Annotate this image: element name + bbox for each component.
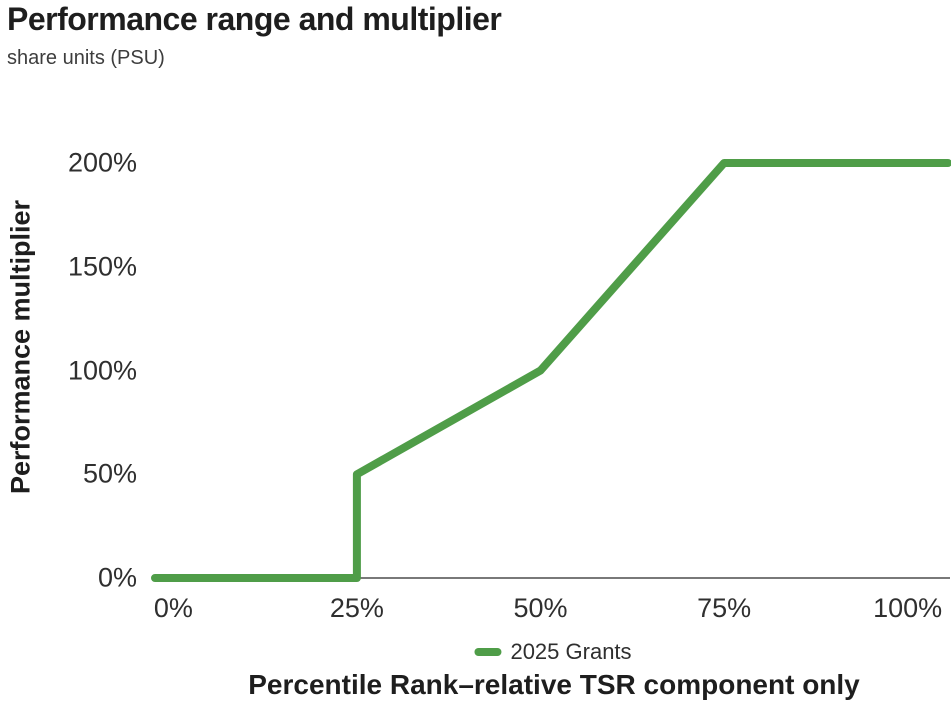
x-tick-label: 75% [697, 593, 752, 623]
x-tick-label: 0% [153, 593, 193, 623]
x-tick-label: 100% [873, 593, 943, 623]
series-line-0 [151, 159, 951, 582]
y-tick-label: 150% [67, 251, 137, 282]
chart-title: Performance range and multiplier [7, 1, 502, 37]
y-tick-label: 100% [67, 355, 137, 385]
legend-line-swatch [474, 648, 502, 656]
y-tick-label: 0% [97, 562, 137, 593]
legend-label: 2025 Grants [510, 639, 632, 664]
x-tick-label: 50% [513, 593, 568, 623]
y-tick-label: 50% [82, 458, 137, 489]
y-tick-label: 200% [67, 147, 137, 178]
x-tick-label: 25% [329, 593, 384, 623]
chart-subtitle: share units (PSU) [7, 47, 165, 69]
x-axis-title: Percentile Rank–relative TSR component o… [248, 669, 860, 700]
legend: 2025 Grants [474, 639, 632, 665]
